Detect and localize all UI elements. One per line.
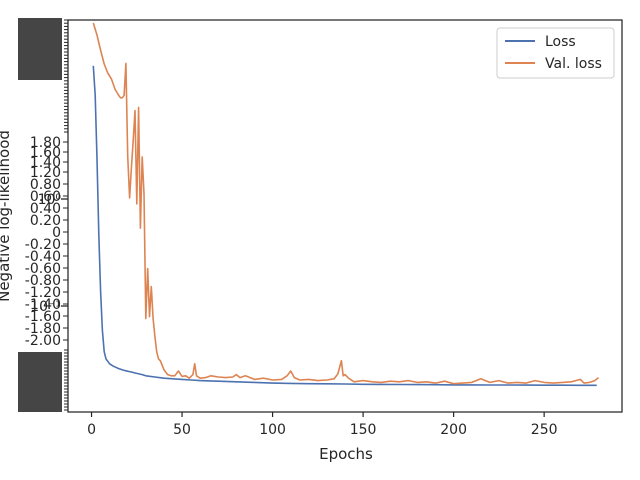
y-tick-label: 0.80 — [30, 177, 61, 193]
x-tick-label: 200 — [440, 422, 467, 438]
series-line-val-loss — [92, 22, 600, 385]
y-tick-label-clutter-bottom — [18, 352, 62, 412]
series-line-loss — [92, 65, 597, 387]
y-tick-label-major: 10⁻¹ — [30, 299, 61, 315]
legend: Loss Val. loss — [496, 27, 615, 79]
y-tick-label: -1.80 — [25, 321, 61, 337]
x-tick-label: 0 — [87, 422, 96, 438]
y-tick-label: 1.40 — [30, 155, 61, 171]
x-tick-label: 150 — [350, 422, 377, 438]
y-tick-label: 1.80 — [30, 135, 61, 151]
y-tick-label: 0.40 — [30, 201, 61, 217]
y-tick-label: 0.20 — [30, 213, 61, 229]
y-tick-label: 1.20 — [30, 165, 61, 181]
plot-frame — [67, 19, 623, 413]
x-axis-label: Epochs — [319, 445, 373, 463]
x-tick-label: 250 — [531, 422, 558, 438]
x-tick-label: 50 — [173, 422, 191, 438]
y-axis-label: Negative log-likelihood — [0, 130, 13, 302]
y-tick-label: -0.40 — [25, 249, 61, 265]
y-tick-label: 0.60 — [30, 189, 61, 205]
y-tick-label-major: 10⁰ — [38, 192, 62, 208]
y-tick-label: -1.20 — [25, 285, 61, 301]
y-tick-label: -0.20 — [25, 237, 61, 253]
y-tick-label-clutter-top — [18, 18, 62, 80]
y-tick-label: -2.00 — [25, 333, 61, 349]
y-tick-label: -0.60 — [25, 261, 61, 277]
legend-label-val-loss: Val. loss — [545, 56, 602, 72]
legend-label-loss: Loss — [545, 34, 576, 50]
y-tick-label: 1.60 — [30, 145, 61, 161]
y-tick-label: -1.60 — [25, 309, 61, 325]
y-tick-label: 0 — [52, 225, 61, 241]
y-tick-label: -1.40 — [25, 297, 61, 313]
y-tick-label: -0.80 — [25, 273, 61, 289]
x-tick-label: 100 — [259, 422, 286, 438]
